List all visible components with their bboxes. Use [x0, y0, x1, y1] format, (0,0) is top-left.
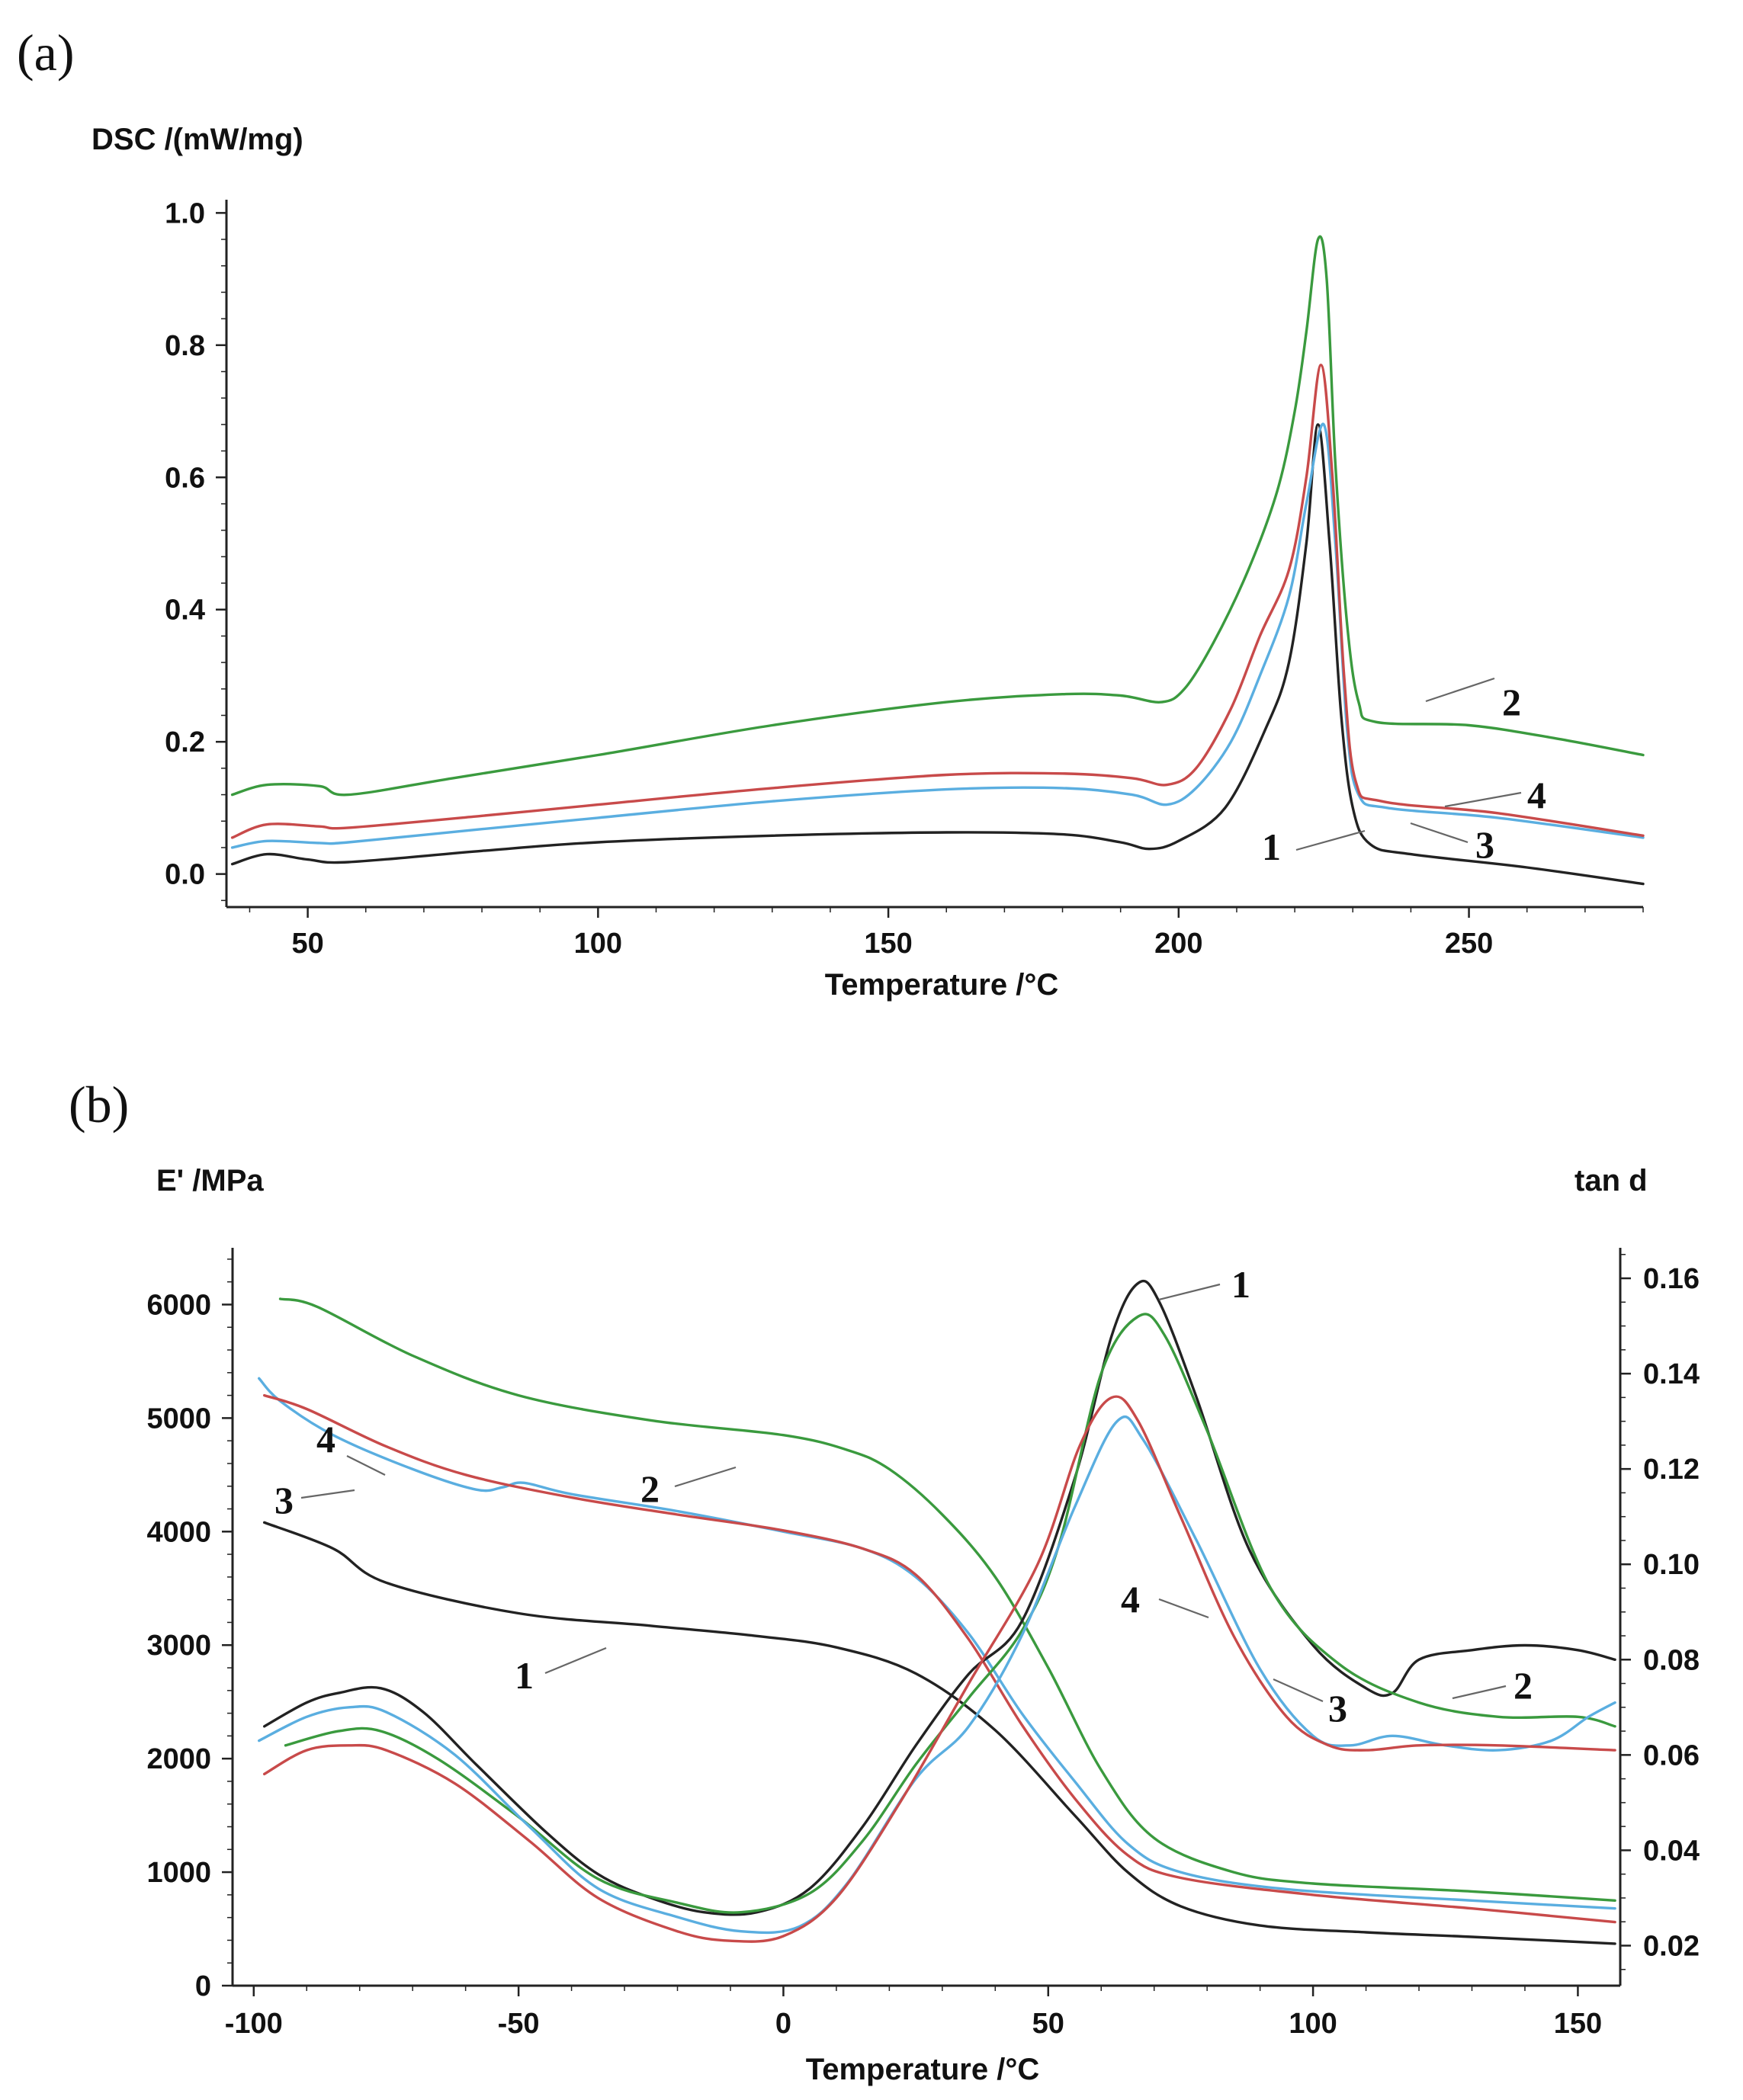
dma-y2-tick-label: 0.10 — [1643, 1549, 1700, 1581]
dsc-series-3 — [230, 422, 1645, 849]
dma-x-tick-label: -50 — [498, 2008, 540, 2040]
dma-y-tick-label: 2000 — [146, 1743, 211, 1775]
dma-y-tick-label: 5000 — [146, 1403, 211, 1435]
dsc-x-axis-title: Temperature /°C — [825, 968, 1058, 1002]
panel-b-label: (b) — [69, 1076, 129, 1133]
dsc-curve-label-2: 2 — [1502, 681, 1521, 723]
dma-y-tick-label: 1000 — [146, 1857, 211, 1889]
dma-series-group — [258, 1279, 1616, 1945]
dma-y2-tick-label: 0.06 — [1643, 1739, 1700, 1771]
dma-x-tick-label: 150 — [1554, 2008, 1602, 2040]
dsc-curve-label-4: 4 — [1527, 774, 1546, 816]
panel-a-label: (a) — [17, 24, 74, 82]
dsc-y-tick-label: 0.8 — [165, 330, 205, 362]
mod-1-leader — [544, 1646, 607, 1675]
dsc-curve-label-3: 3 — [1475, 823, 1494, 866]
tan-2-leader — [1452, 1685, 1507, 1700]
dma-curve-label-3-mod: 3 — [274, 1479, 294, 1521]
modulus-series-2 — [278, 1297, 1616, 1902]
dma-x-tick-label: 50 — [1032, 2008, 1064, 2040]
tan-d-series-1 — [263, 1279, 1616, 1916]
dsc-y-tick-label: 0.2 — [165, 726, 205, 758]
dsc-series-group — [230, 235, 1645, 886]
curve-2-leader — [1425, 677, 1495, 703]
curve-3-leader — [1410, 822, 1469, 844]
dma-y2-axis-title: tan d — [1574, 1164, 1648, 1197]
dsc-x-tick-label: 200 — [1154, 928, 1202, 960]
dma-y-tick-label: 3000 — [146, 1630, 211, 1662]
dma-y2-tick-label: 0.14 — [1643, 1358, 1700, 1390]
dsc-y-tick-label: 0.4 — [165, 595, 205, 627]
dma-y-tick-label: 0 — [195, 1970, 211, 2002]
dsc-x-tick-label: 100 — [574, 928, 622, 960]
dma-curve-labels: 1 4 3 2 1 4 3 2 — [274, 1263, 1533, 1730]
dma-y2-tick-label: 0.02 — [1643, 1930, 1700, 1962]
tan-1-leader — [1158, 1283, 1221, 1301]
dma-chart: (b) E' /MPa tan d Temperature /°C 010002… — [69, 1076, 1700, 2086]
dma-y-tick-label: 4000 — [146, 1516, 211, 1548]
dma-x-tick-label: 100 — [1289, 2008, 1337, 2040]
dsc-chart: (a) DSC /(mW/mg) Temperature /°C 0.00.20… — [17, 24, 1645, 1002]
modulus-series-4 — [263, 1393, 1616, 1924]
dma-x-tick-label: -100 — [225, 2008, 283, 2040]
curve-4-leader — [1444, 791, 1522, 808]
dma-y-axis-title: E' /MPa — [156, 1164, 264, 1197]
dma-curve-label-1-tan: 1 — [1231, 1263, 1250, 1306]
dma-y-tick-label: 6000 — [146, 1289, 211, 1321]
dma-axes: 01000200030004000500060000.020.040.060.0… — [146, 1248, 1700, 2040]
modulus-series-3 — [258, 1377, 1616, 1910]
tan-3-leader — [1273, 1678, 1324, 1703]
dsc-y-axis-title: DSC /(mW/mg) — [91, 123, 303, 156]
dsc-curve-label-1: 1 — [1262, 826, 1281, 868]
dma-curve-label-4-mod: 4 — [316, 1418, 335, 1460]
dsc-y-tick-label: 0.0 — [165, 859, 205, 891]
tan-d-series-4 — [263, 1395, 1616, 1943]
mod-2-leader — [674, 1466, 737, 1488]
dma-y2-tick-label: 0.04 — [1643, 1835, 1700, 1867]
dma-curve-label-2-tan: 2 — [1513, 1664, 1533, 1707]
dsc-x-tick-label: 50 — [291, 928, 323, 960]
mod-4-leader — [346, 1455, 386, 1476]
dma-curve-label-3-tan: 3 — [1328, 1687, 1347, 1730]
curve-1-leader — [1295, 829, 1366, 851]
mod-3-leader — [300, 1489, 355, 1499]
dsc-axes: 0.0 0.2 0.4 0.6 0.8 1.0 50 100 150 200 250 — [165, 197, 1644, 960]
dsc-series-1 — [230, 423, 1645, 886]
tan-d-series-3 — [258, 1415, 1616, 1935]
dsc-y-tick-label: 0.6 — [165, 462, 205, 494]
dma-curve-label-1-mod: 1 — [515, 1654, 534, 1697]
dma-y2-tick-label: 0.12 — [1643, 1454, 1700, 1486]
dma-x-tick-label: 0 — [775, 2008, 791, 2040]
dsc-y-tick-label: 1.0 — [165, 197, 205, 229]
dma-y2-tick-label: 0.16 — [1643, 1263, 1700, 1295]
dma-curve-label-4-tan: 4 — [1121, 1578, 1140, 1621]
dma-curve-label-2-mod: 2 — [640, 1467, 660, 1510]
dma-y2-tick-label: 0.08 — [1643, 1644, 1700, 1676]
dsc-x-tick-label: 150 — [864, 928, 912, 960]
dsc-curve-labels: 2 4 1 3 — [1262, 677, 1546, 868]
dsc-series-2 — [230, 235, 1645, 797]
dma-x-axis-title: Temperature /°C — [806, 2053, 1039, 2086]
dsc-x-tick-label: 250 — [1445, 928, 1493, 960]
dsc-series-4 — [230, 364, 1645, 839]
tan-4-leader — [1158, 1598, 1209, 1619]
